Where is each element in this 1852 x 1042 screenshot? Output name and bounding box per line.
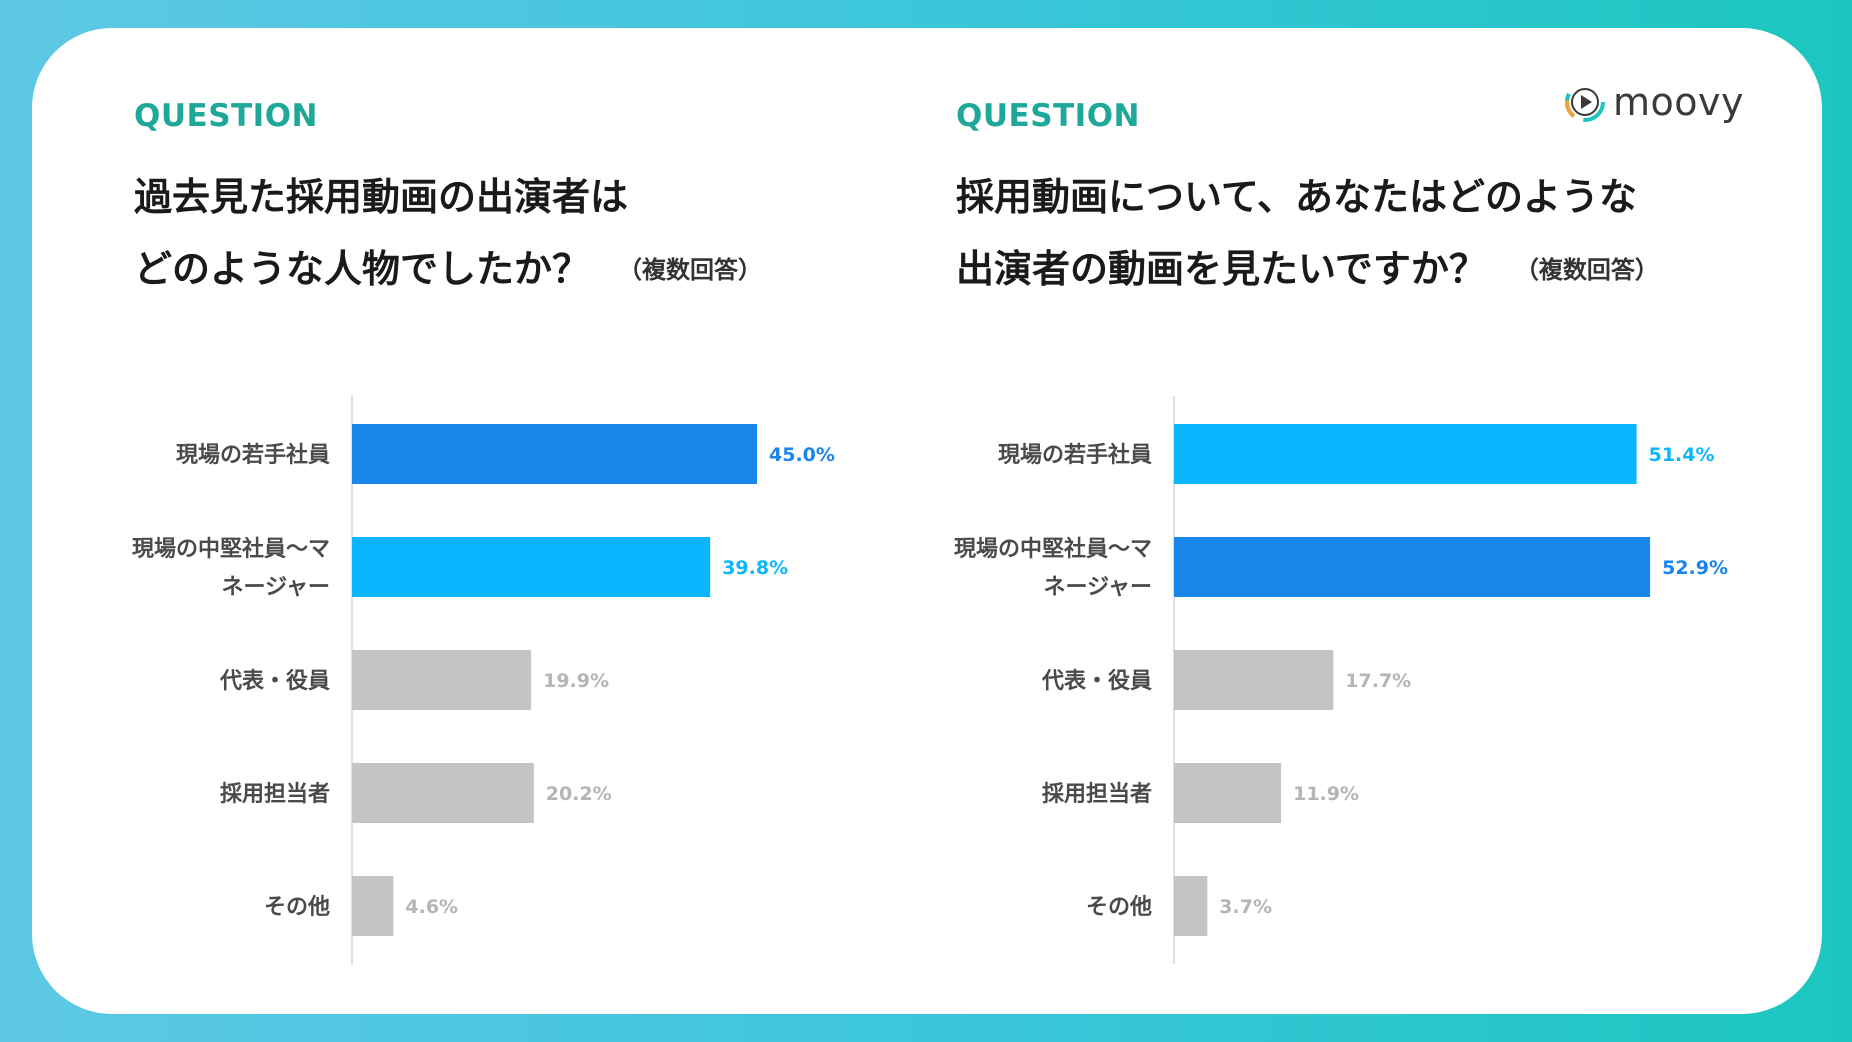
question-title-line1: 採用動画について、あなたはどのような bbox=[956, 175, 1637, 219]
chart-desired-performers: 51.4% 現場の若手社員 52.9% 現場の中堅社員〜マネージャー 17.7% 代表・役… bbox=[854, 368, 1734, 982]
value-label: 3.7% bbox=[1219, 896, 1272, 918]
multiple-answer-note: （複数回答） bbox=[618, 256, 763, 284]
category-label: その他 bbox=[264, 895, 330, 920]
moovy-logo: moovy bbox=[1563, 80, 1744, 124]
value-label: 19.9% bbox=[543, 670, 609, 692]
card: QUESTION 過去見た採用動画の出演者は どのような人物でしたか？ （複数回答… bbox=[32, 28, 1822, 1014]
bar bbox=[1174, 650, 1334, 710]
chart-past-performers: 45.0% 現場の若手社員 39.8% 現場の中堅社員〜マネージャー 19.9% 代表・役… bbox=[32, 368, 912, 982]
bar bbox=[352, 537, 711, 597]
bar bbox=[352, 424, 757, 484]
category-label: ネージャー bbox=[1044, 575, 1152, 600]
bar bbox=[352, 876, 394, 936]
category-label: 現場の若手社員 bbox=[998, 442, 1152, 468]
question-title-line2-text: どのような人物でしたか？ bbox=[134, 247, 591, 291]
value-label: 4.6% bbox=[405, 896, 458, 918]
category-label: 現場の中堅社員〜マ bbox=[132, 536, 330, 562]
question-title-line1: 過去見た採用動画の出演者は bbox=[134, 175, 629, 219]
bar bbox=[352, 763, 534, 823]
category-label: 採用担当者 bbox=[1042, 782, 1152, 807]
category-label: ネージャー bbox=[222, 575, 330, 600]
value-label: 52.9% bbox=[1662, 557, 1728, 579]
value-label: 51.4% bbox=[1649, 444, 1715, 466]
right-panel: QUESTION 採用動画について、あなたはどのような 出演者の動画を見たいです… bbox=[854, 28, 1734, 1014]
category-label: 採用担当者 bbox=[220, 782, 330, 807]
category-label: 代表・役員 bbox=[219, 669, 330, 694]
question-title-line2: どのような人物でしたか？ （複数回答） bbox=[134, 238, 762, 293]
bar bbox=[1174, 763, 1282, 823]
question-title-line2: 出演者の動画を見たいですか？ （複数回答） bbox=[956, 238, 1659, 293]
category-label: 現場の中堅社員〜マ bbox=[954, 536, 1152, 562]
category-label: その他 bbox=[1086, 895, 1152, 920]
multiple-answer-note: （複数回答） bbox=[1514, 256, 1659, 284]
bar bbox=[1174, 424, 1637, 484]
left-panel: QUESTION 過去見た採用動画の出演者は どのような人物でしたか？ （複数回答… bbox=[32, 28, 912, 1014]
bar bbox=[1174, 876, 1208, 936]
value-label: 11.9% bbox=[1293, 783, 1359, 805]
value-label: 17.7% bbox=[1345, 670, 1411, 692]
category-label: 現場の若手社員 bbox=[176, 442, 330, 468]
question-label: QUESTION bbox=[134, 98, 319, 134]
bar bbox=[352, 650, 532, 710]
bar bbox=[1174, 537, 1651, 597]
value-label: 39.8% bbox=[722, 557, 788, 579]
play-icon bbox=[1565, 82, 1605, 122]
brand-name: moovy bbox=[1613, 80, 1744, 124]
category-label: 代表・役員 bbox=[1041, 669, 1152, 694]
value-label: 20.2% bbox=[546, 783, 612, 805]
question-label: QUESTION bbox=[956, 98, 1141, 134]
value-label: 45.0% bbox=[769, 444, 835, 466]
question-title-line2-text: 出演者の動画を見たいですか？ bbox=[956, 247, 1487, 291]
